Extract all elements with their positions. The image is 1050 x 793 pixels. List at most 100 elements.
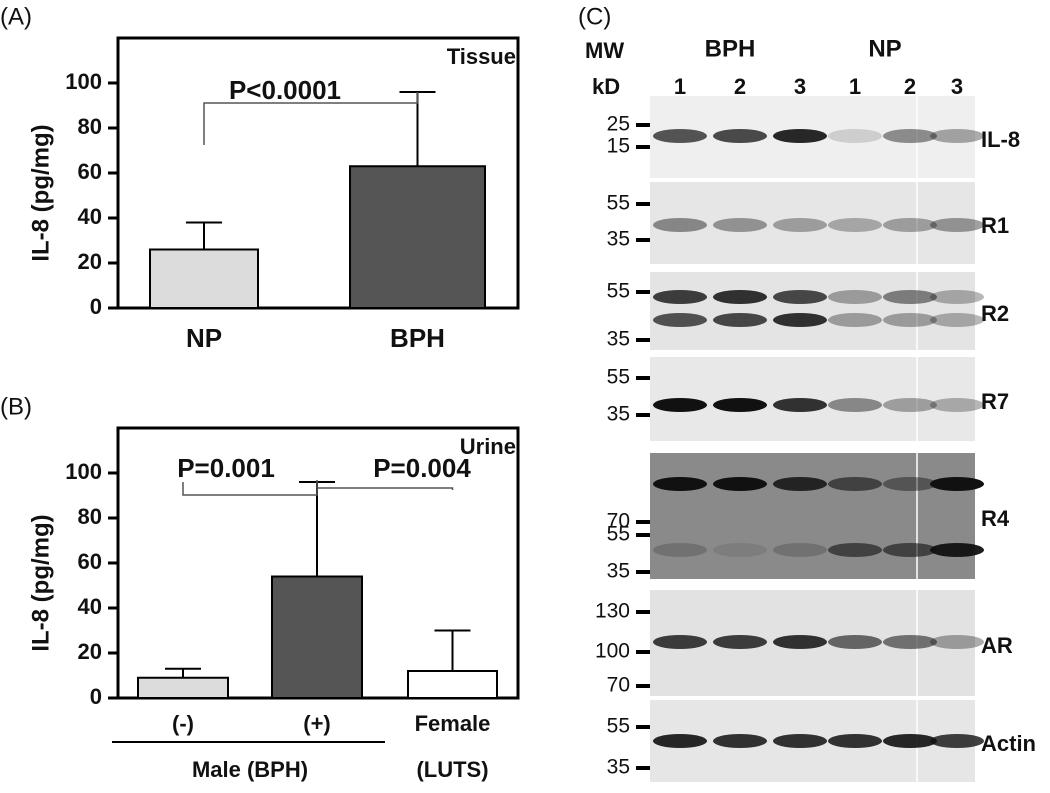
band (883, 734, 937, 748)
band (653, 290, 707, 304)
chart-title: Urine (460, 434, 516, 459)
blot-strip (650, 453, 975, 579)
band (773, 129, 827, 143)
band (930, 313, 984, 327)
band (773, 313, 827, 327)
mw-marker: 55 (607, 366, 630, 389)
band (773, 543, 827, 557)
x-tick-label: Female (415, 711, 491, 736)
y-tick-label: 20 (78, 249, 102, 274)
mw-marker: 35 (607, 560, 630, 583)
band (653, 477, 707, 491)
blot-strip (650, 272, 975, 350)
y-tick-label: 80 (78, 114, 102, 139)
x-tick-label: BPH (390, 323, 445, 353)
lane-label: 2 (904, 74, 916, 99)
mw-marker: 55 (607, 280, 630, 303)
p-value: P=0.001 (177, 453, 275, 483)
band (713, 313, 767, 327)
p-value: P<0.0001 (229, 75, 341, 105)
band (828, 398, 882, 412)
mw-marker: 55 (607, 715, 630, 738)
band (930, 398, 984, 412)
mw-marker: 55 (607, 192, 630, 215)
mw-label: MW (585, 38, 624, 63)
band (828, 313, 882, 327)
band (653, 543, 707, 557)
x-tick-label: (+) (303, 711, 331, 736)
y-axis-label: IL-8 (pg/mg) (27, 124, 54, 261)
band (773, 398, 827, 412)
mw-marker: 35 (607, 756, 630, 779)
band (930, 734, 984, 748)
band (653, 129, 707, 143)
band (653, 218, 707, 232)
band (828, 734, 882, 748)
band (930, 477, 984, 491)
y-axis-label: IL-8 (pg/mg) (27, 514, 54, 651)
bar (149, 248, 259, 309)
lane-label: 1 (849, 74, 861, 99)
group-label: BPH (705, 35, 756, 62)
y-tick-label: 40 (78, 204, 102, 229)
row-label: Actin (981, 731, 1036, 756)
band (773, 218, 827, 232)
band (828, 290, 882, 304)
error-bar (186, 221, 222, 250)
error-bar (165, 667, 201, 678)
row-label: R1 (981, 213, 1009, 238)
y-tick-label: 100 (65, 459, 102, 484)
band (713, 398, 767, 412)
band (713, 477, 767, 491)
band (883, 477, 937, 491)
band (828, 635, 882, 649)
y-tick-label: 80 (78, 504, 102, 529)
bar (349, 165, 486, 309)
panel-label: (A) (0, 3, 32, 30)
group-label: Male (BPH) (192, 757, 308, 782)
mw-marker: 35 (607, 328, 630, 351)
band (653, 313, 707, 327)
bar (271, 575, 363, 699)
mw-marker: 100 (595, 640, 630, 663)
band (713, 129, 767, 143)
band (828, 543, 882, 557)
band (653, 398, 707, 412)
chart-title: Tissue (447, 44, 516, 69)
y-tick-label: 60 (78, 159, 102, 184)
band (883, 129, 937, 143)
lane-label: 1 (674, 74, 686, 99)
row-label: R2 (981, 301, 1009, 326)
lane-label: 3 (951, 74, 963, 99)
band (773, 477, 827, 491)
band (883, 635, 937, 649)
band (713, 635, 767, 649)
band (773, 290, 827, 304)
group-label: (LUTS) (416, 757, 488, 782)
band (713, 218, 767, 232)
band (713, 734, 767, 748)
band (883, 543, 937, 557)
mw-marker: 35 (607, 228, 630, 251)
band (713, 543, 767, 557)
panel-label: (C) (578, 3, 611, 30)
band (883, 218, 937, 232)
band (653, 635, 707, 649)
y-tick-label: 100 (65, 69, 102, 94)
band (828, 477, 882, 491)
band (773, 734, 827, 748)
band (773, 635, 827, 649)
lane-label: 2 (734, 74, 746, 99)
y-tick-label: 0 (90, 684, 102, 709)
significance-bracket (317, 487, 454, 490)
band (828, 218, 882, 232)
bar (137, 676, 229, 699)
x-tick-label: (-) (172, 711, 194, 736)
mw-marker: 25 (607, 113, 630, 136)
band (930, 635, 984, 649)
mw-marker: 70 (607, 510, 630, 533)
row-label: R7 (981, 389, 1009, 414)
band (713, 290, 767, 304)
group-label: NP (868, 35, 901, 62)
